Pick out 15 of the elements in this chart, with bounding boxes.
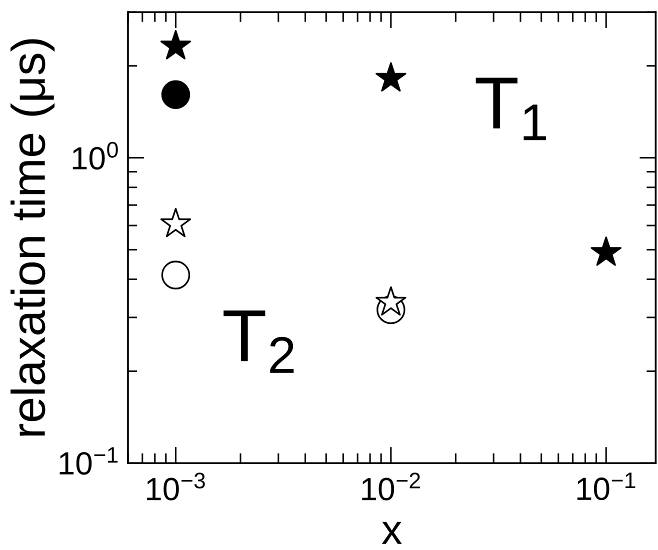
point [590,236,622,266]
point [160,30,192,60]
x-tick-label: 10$^{−2}$ [362,472,420,500]
y-tick-label: 10$^{0}$ [72,142,118,170]
point [376,62,406,92]
annotation: T$_{2}$ [224,310,294,373]
x-tick-label: 10$^{−3}$ [147,472,205,500]
x-axis-title: x [382,522,402,544]
point [161,80,190,110]
x-tick-label: 10$^{−1}$ [577,472,636,500]
point [160,208,192,238]
annotation: T$_{1}$ [476,78,546,140]
y-axis-title: relaxation time (μs) [10,39,55,436]
point [376,286,406,316]
point [161,260,190,290]
